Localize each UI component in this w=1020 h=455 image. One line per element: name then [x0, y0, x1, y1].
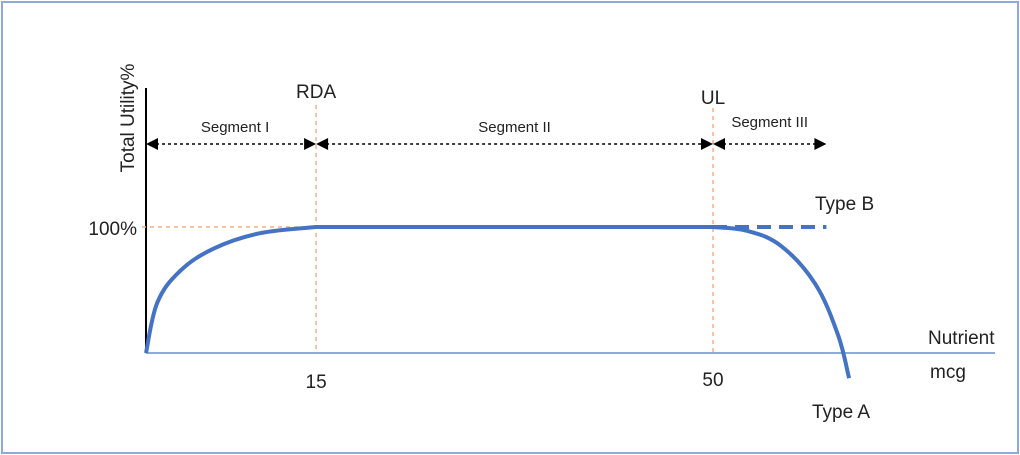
segment-arrows	[146, 138, 827, 150]
segment-label-1: Segment I	[201, 119, 269, 136]
segment-arrow-head-2-left	[316, 138, 329, 150]
segment-arrow-head-3-left	[713, 138, 725, 150]
segment-label-2: Segment II	[478, 119, 551, 136]
reference-label-ul: UL	[701, 88, 725, 109]
segment-label-3: Segment III	[731, 114, 808, 131]
series-label-type-b: Type B	[815, 194, 874, 215]
series-line-type-a	[144, 225, 852, 379]
segment-arrow-head-1-left	[146, 138, 158, 150]
segment-arrow-head-1-right	[304, 138, 317, 150]
series-label-type-a: Type A	[812, 402, 870, 423]
x-tick-label-15: 15	[306, 372, 327, 393]
y-tick-label-100: 100%	[88, 219, 137, 240]
x-axis-label: Nutrient	[928, 328, 995, 349]
x-tick-label-50: 50	[702, 370, 723, 391]
segment-arrow-head-3-right	[814, 138, 827, 150]
reference-label-rda: RDA	[296, 82, 336, 103]
y-axis-label: Total Utility%	[118, 64, 139, 173]
x-axis-unit: mcg	[930, 362, 966, 383]
segment-arrow-head-2-right	[701, 138, 713, 150]
